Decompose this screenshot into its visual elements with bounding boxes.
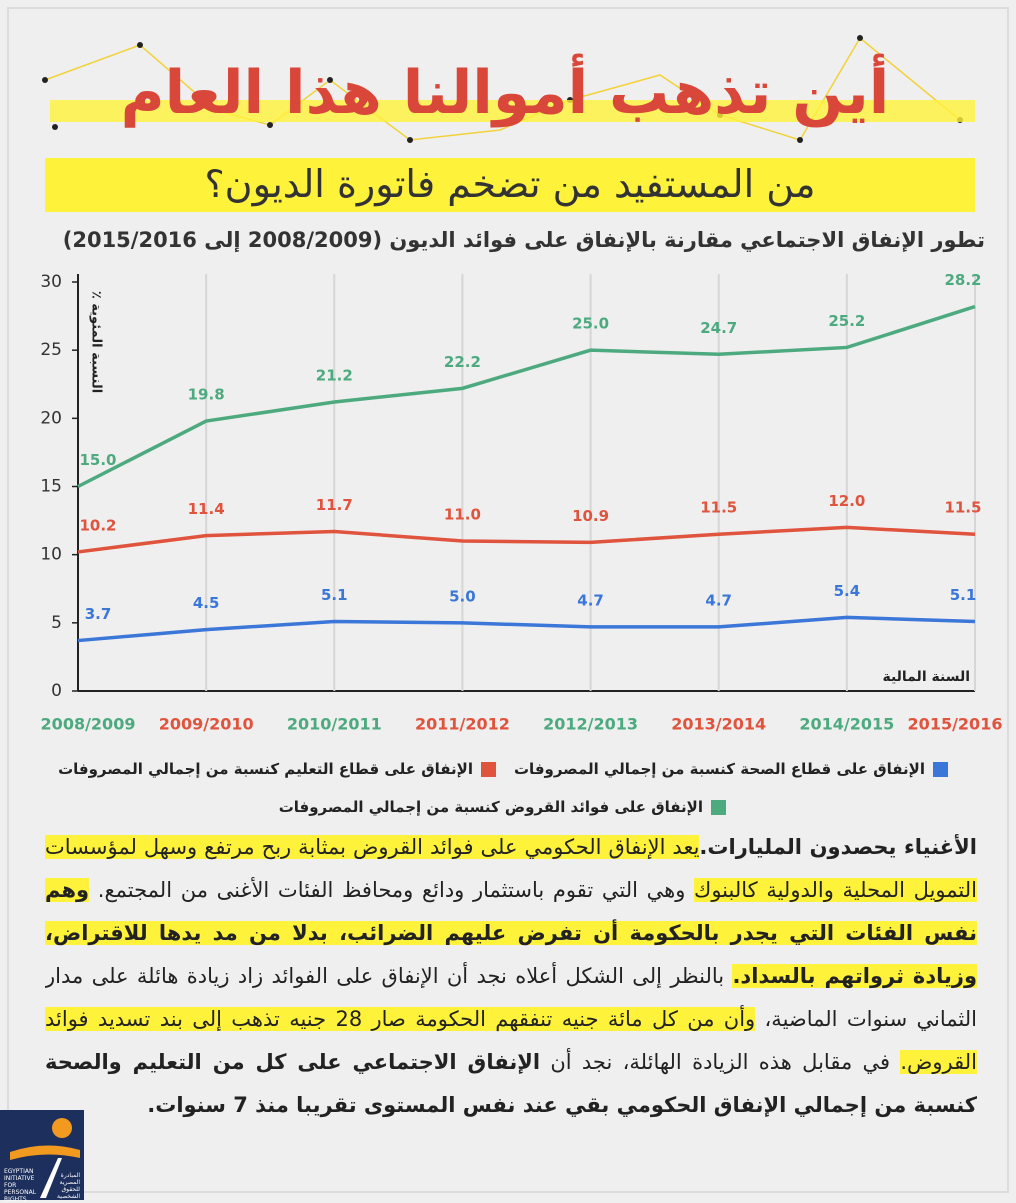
y-tick-label: 25 (40, 340, 62, 360)
value-label: 10.9 (572, 507, 609, 525)
value-label: 11.0 (444, 506, 481, 524)
subtitle-highlight (45, 158, 975, 212)
text-segment: وهي التي تقوم باستثمار ودائع ومحافظ الفئ… (89, 878, 695, 902)
x-tick-label: 2010/2011 (287, 715, 382, 734)
logo-mark (10, 1118, 80, 1198)
title: أين تذهب أموالنا هذا العام (120, 58, 890, 128)
y-tick-label: 15 (40, 477, 62, 497)
value-label: 24.7 (700, 319, 737, 337)
value-label: 28.2 (944, 271, 981, 289)
series-line (77, 304, 976, 489)
legend-label: الإنفاق على فوائد القروض كنسبة من إجمالي… (278, 798, 703, 816)
text-segment: بالنظر إلى الشكل أعلاه نجد أن الإنفاق عل… (45, 964, 977, 1031)
value-label: 4.7 (577, 591, 604, 609)
value-label: 22.2 (444, 353, 481, 371)
value-label: 11.5 (700, 499, 737, 517)
logo-arabic: المبادرة المصرية للحقوق الشخصية (57, 1172, 80, 1200)
value-label: 11.7 (316, 496, 353, 514)
text-segment: في مقابل هذه الزيادة الهائلة، نجد أن (540, 1050, 901, 1074)
subtitle: من المستفيد من تضخم فاتورة الديون؟ (204, 162, 816, 206)
value-label: 10.2 (79, 516, 116, 534)
x-tick-label: 2013/2014 (671, 715, 766, 734)
value-label: 25.0 (572, 315, 609, 333)
value-label: 11.5 (944, 499, 981, 517)
x-axis-label: السنة المالية (882, 669, 970, 685)
legend-swatch (481, 761, 496, 777)
value-label: 11.4 (188, 500, 225, 518)
logo: EGYPTIAN INITIATIVE FOR PERSONAL RIGHTS … (0, 1110, 84, 1203)
series-line (77, 615, 976, 643)
series-line (77, 525, 976, 554)
legend-item: الإنفاق على قطاع التعليم كنسبة من إجمالي… (58, 760, 496, 778)
title-highlight (50, 100, 975, 122)
value-label: 5.1 (950, 586, 977, 604)
value-label: 5.0 (449, 587, 476, 605)
value-label: 4.7 (705, 591, 732, 609)
value-label: 15.0 (79, 451, 116, 469)
value-label: 12.0 (828, 492, 865, 510)
text-segment: الأغنياء يحصدون المليارات. (699, 835, 977, 859)
y-tick-label: 0 (51, 681, 62, 701)
value-label: 4.5 (193, 594, 220, 612)
legend-label: الإنفاق على قطاع التعليم كنسبة من إجمالي… (58, 760, 473, 778)
x-tick-label: 2015/2016 (908, 715, 1003, 734)
x-tick-label: 2011/2012 (415, 715, 510, 734)
value-label: 5.4 (834, 582, 861, 600)
value-label: 3.7 (85, 605, 112, 623)
value-label: 25.2 (828, 312, 865, 330)
chart: 0 5 10 15 20 25 30 2008/2009 2009/2010 2010/2011 2… (40, 271, 1002, 733)
y-axis-label: ٪ النسبة المئوية (89, 291, 104, 393)
y-tick-label: 30 (40, 272, 62, 292)
legend-label: الإنفاق على قطاع الصحة كنسبة من إجمالي ا… (513, 760, 925, 778)
body-text: الأغنياء يحصدون المليارات.يعد الإنفاق ال… (45, 826, 977, 1176)
x-tick-label: 2008/2009 (41, 715, 136, 734)
value-label: 21.2 (316, 366, 353, 384)
chart-title: تطور الإنفاق الاجتماعي مقارنة بالإنفاق ع… (62, 228, 985, 252)
x-tick-label: 2009/2010 (159, 715, 254, 734)
legend-swatch (711, 799, 726, 815)
legend-swatch (933, 761, 948, 777)
legend-item: الإنفاق على قطاع الصحة كنسبة من إجمالي ا… (514, 760, 948, 778)
value-label: 5.1 (321, 586, 348, 604)
y-tick-label: 20 (40, 408, 62, 428)
x-tick-label: 2012/2013 (543, 715, 638, 734)
value-label: 19.8 (188, 386, 225, 404)
legend-item: الإنفاق على فوائد القروض كنسبة من إجمالي… (279, 798, 726, 816)
y-tick-label: 5 (51, 613, 62, 633)
x-tick-label: 2014/2015 (799, 715, 894, 734)
y-tick-label: 10 (40, 545, 62, 565)
text-segment: الإنفاق الاجتماعي على كل من التعليم والص… (45, 1050, 977, 1117)
logo-english: EGYPTIAN INITIATIVE FOR PERSONAL RIGHTS (4, 1168, 37, 1203)
frame (7, 7, 1009, 1193)
